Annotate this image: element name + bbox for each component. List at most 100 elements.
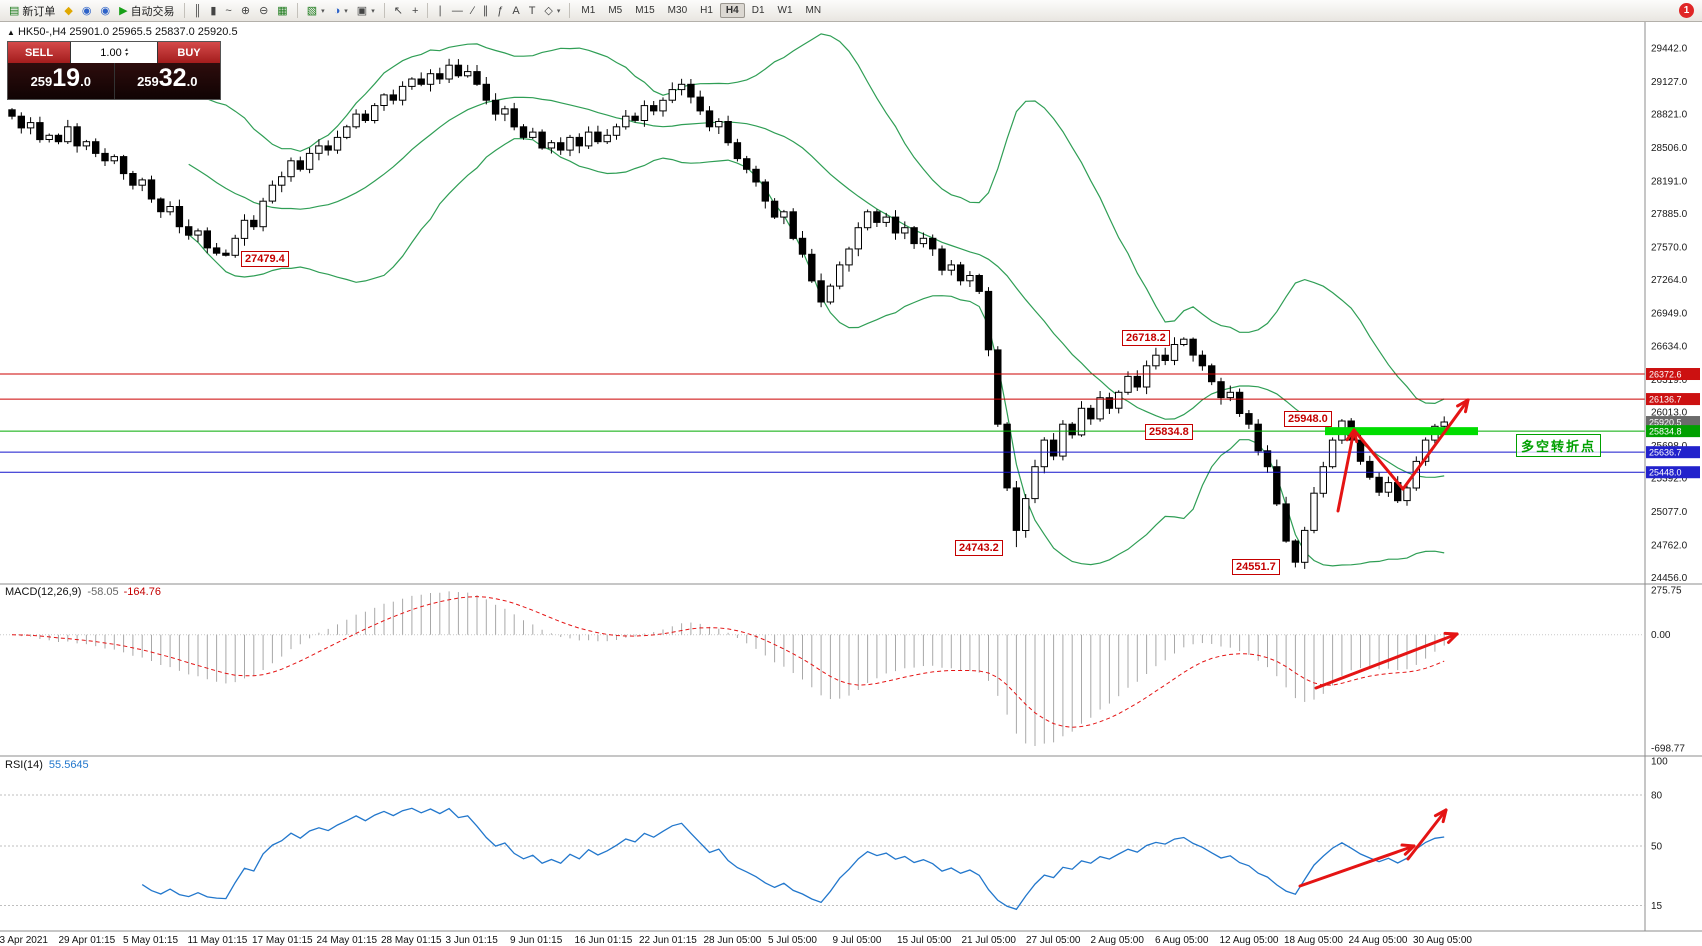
rsi-value: 55.5645 <box>48 759 89 771</box>
svg-text:28 Jun 05:00: 28 Jun 05:00 <box>704 935 762 946</box>
toolbar-buttons: ▤ 新订单 ◆ ◉ ◉ ▶ 自动交易 ║ ▮ ~ ⊕ ⊖ ▦ ▧ ▾ ◑ ▾ ▣ ▾ ↖ + ∣ ― ∕ ∥ ƒ A T ◇ ▾ M1 M5 M… <box>5 1 827 21</box>
chevron-down-icon: ▾ <box>371 7 375 15</box>
chart-snapshot-icon[interactable]: ▣ ▾ <box>356 4 375 17</box>
price-callout[interactable]: 27479.4 <box>241 251 289 267</box>
buy-button[interactable]: BUY <box>158 42 220 63</box>
zoom-in-icon[interactable]: ⊕ <box>240 4 251 17</box>
svg-text:26372.6: 26372.6 <box>1649 370 1682 380</box>
timeframe-mn[interactable]: MN <box>805 5 822 16</box>
price-callout[interactable]: 26718.2 <box>1122 330 1170 346</box>
toolbar: ▤ 新订单 ◆ ◉ ◉ ▶ 自动交易 ║ ▮ ~ ⊕ ⊖ ▦ ▧ ▾ ◑ ▾ ▣ ▾ ↖ + ∣ ― ∕ ∥ ƒ A T ◇ ▾ M1 M5 M… <box>0 0 1702 22</box>
svg-text:16 Jun 01:15: 16 Jun 01:15 <box>575 935 633 946</box>
svg-text:27885.0: 27885.0 <box>1651 209 1688 220</box>
svg-text:11 May 01:15: 11 May 01:15 <box>188 935 248 946</box>
macd-indicator-header: MACD(12,26,9) -58.05 -164.76 <box>5 586 161 598</box>
data-window-icon[interactable]: ◉ <box>100 4 111 17</box>
vertical-line-icon[interactable]: ∣ <box>437 4 443 17</box>
svg-text:275.75: 275.75 <box>1651 586 1682 597</box>
timeframe-d1[interactable]: D1 <box>751 5 765 16</box>
one-click-trading-panel: SELL 1.00 ▴ ▾ BUY 259 19.0 259 32.0 <box>7 41 221 100</box>
trendline-icon[interactable]: ∕ <box>471 4 474 17</box>
crosshair-icon[interactable]: + <box>411 4 419 17</box>
new-chart-icon[interactable]: ▧ ▾ <box>306 4 325 17</box>
timeframe-w1[interactable]: W1 <box>777 5 793 16</box>
new-order-label: 新订单 <box>22 5 56 18</box>
svg-text:30 Aug 05:00: 30 Aug 05:00 <box>1413 935 1472 946</box>
horizontal-line-icon[interactable]: ― <box>451 4 463 17</box>
timeframe-h4[interactable]: H4 <box>719 3 745 18</box>
fibonacci-icon[interactable]: ƒ <box>497 4 504 17</box>
svg-text:5 Jul 05:00: 5 Jul 05:00 <box>768 935 817 946</box>
timeframe-h1[interactable]: H1 <box>700 5 713 16</box>
svg-text:25834.8: 25834.8 <box>1649 427 1682 437</box>
macd-signal-value: -164.76 <box>123 586 161 598</box>
svg-text:12 Aug 05:00: 12 Aug 05:00 <box>1220 935 1279 946</box>
svg-text:24762.0: 24762.0 <box>1651 541 1688 552</box>
macd-main-value: -58.05 <box>87 586 119 598</box>
notification-badge[interactable]: 1 <box>1679 3 1694 18</box>
volume-spinner[interactable]: ▴ ▾ <box>124 46 128 58</box>
svg-text:21 Jul 05:00: 21 Jul 05:00 <box>962 935 1017 946</box>
svg-text:29 Apr 01:15: 29 Apr 01:15 <box>59 935 116 946</box>
svg-text:-698.77: -698.77 <box>1651 743 1685 754</box>
svg-text:2 Aug 05:00: 2 Aug 05:00 <box>1091 935 1145 946</box>
svg-text:15 Jul 05:00: 15 Jul 05:00 <box>897 935 952 946</box>
svg-text:26949.0: 26949.0 <box>1651 308 1688 319</box>
cursor-icon[interactable]: ↖ <box>393 4 403 17</box>
svg-text:23 Apr 2021: 23 Apr 2021 <box>0 935 48 946</box>
svg-text:29442.0: 29442.0 <box>1651 44 1688 55</box>
symbol-name: HK50-,H4 <box>17 26 67 38</box>
svg-text:25920.5: 25920.5 <box>1649 418 1682 428</box>
candlestick-chart-icon[interactable]: ▮ <box>210 4 217 17</box>
svg-text:28821.0: 28821.0 <box>1651 109 1688 120</box>
svg-text:28 May 01:15: 28 May 01:15 <box>381 935 442 946</box>
mql-editor-icon[interactable]: ◆ <box>64 4 73 17</box>
turning-point-annotation[interactable]: 多空转折点 <box>1516 434 1602 457</box>
price-callout[interactable]: 24743.2 <box>955 540 1003 556</box>
timeframe-m15[interactable]: M15 <box>635 5 655 16</box>
timeframe-m30[interactable]: M30 <box>667 5 688 16</box>
svg-text:18 Aug 05:00: 18 Aug 05:00 <box>1284 935 1343 946</box>
shapes-icon[interactable]: ◇ ▾ <box>544 4 561 17</box>
buy-price[interactable]: 259 32.0 <box>113 63 220 99</box>
volume-field[interactable]: 1.00 ▴ ▾ <box>70 42 158 63</box>
svg-text:5 May 01:15: 5 May 01:15 <box>123 935 178 946</box>
svg-text:0.00: 0.00 <box>1651 630 1671 641</box>
svg-text:24 May 01:15: 24 May 01:15 <box>317 935 378 946</box>
timeframe-m1[interactable]: M1 <box>581 5 596 16</box>
profiles-icon[interactable]: ◑ ▾ <box>333 4 348 17</box>
svg-text:25077.0: 25077.0 <box>1651 507 1688 518</box>
svg-text:25392.0: 25392.0 <box>1651 474 1688 485</box>
autotrading-icon[interactable]: ▶ 自动交易 <box>119 4 175 18</box>
chart-grid-icon[interactable]: ▦ <box>277 4 288 17</box>
sell-price[interactable]: 259 19.0 <box>8 63 114 99</box>
svg-text:9 Jun 01:15: 9 Jun 01:15 <box>510 935 563 946</box>
market-watch-icon[interactable]: ◉ <box>81 4 92 17</box>
text-label-icon[interactable]: T <box>528 4 536 17</box>
svg-text:27264.0: 27264.0 <box>1651 275 1688 286</box>
symbol-marker-icon: ▲ <box>7 28 15 37</box>
svg-text:29127.0: 29127.0 <box>1651 77 1688 88</box>
svg-text:26319.0: 26319.0 <box>1651 375 1688 386</box>
svg-text:3 Jun 01:15: 3 Jun 01:15 <box>446 935 499 946</box>
zoom-out-icon[interactable]: ⊖ <box>259 4 269 17</box>
symbol-ohlc-header: ▲ HK50-,H4 25901.0 25965.5 25837.0 25920… <box>7 26 238 38</box>
svg-text:100: 100 <box>1651 757 1668 768</box>
new-order-icon[interactable]: ▤ 新订单 <box>9 4 56 18</box>
svg-text:26634.0: 26634.0 <box>1651 342 1688 353</box>
price-callout[interactable]: 24551.7 <box>1232 559 1280 575</box>
svg-text:27 Jul 05:00: 27 Jul 05:00 <box>1026 935 1081 946</box>
bar-chart-icon[interactable]: ║ <box>193 4 202 17</box>
equidistant-channel-icon[interactable]: ∥ <box>482 4 489 17</box>
rsi-indicator-header: RSI(14) 55.5645 <box>5 759 89 771</box>
chevron-down-icon: ▾ <box>344 7 348 15</box>
price-callout[interactable]: 25834.8 <box>1145 424 1193 440</box>
svg-text:80: 80 <box>1651 791 1663 802</box>
price-callout[interactable]: 25948.0 <box>1284 411 1332 427</box>
svg-text:50: 50 <box>1651 842 1663 853</box>
sell-button[interactable]: SELL <box>8 42 70 63</box>
line-chart-icon[interactable]: ~ <box>225 4 232 17</box>
text-icon[interactable]: A <box>512 4 520 17</box>
timeframe-m5[interactable]: M5 <box>608 5 623 16</box>
